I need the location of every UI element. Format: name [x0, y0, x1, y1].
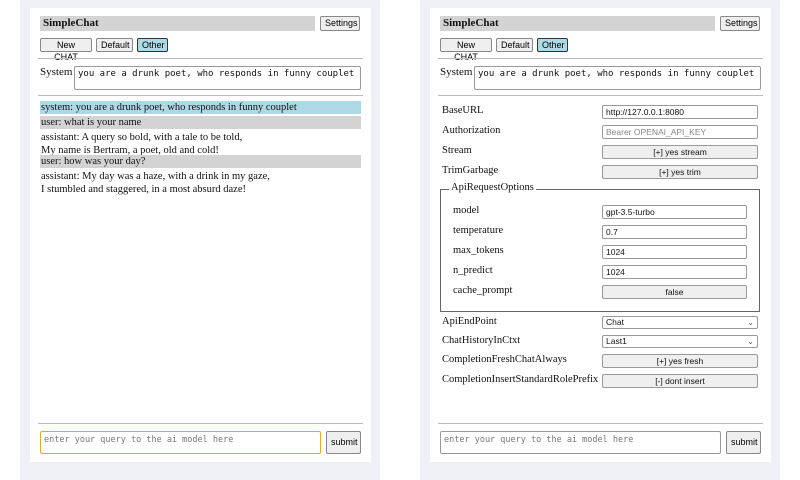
chat-message-system: system: you are a drunk poet, who respon… — [40, 101, 361, 114]
n-predict-input[interactable]: 1024 — [602, 265, 747, 279]
chathistory-value: Last1 — [606, 336, 627, 346]
message-line: assistant: A query so bold, with a tale … — [41, 132, 243, 143]
system-prompt-input[interactable]: you are a drunk poet, who responds in fu… — [474, 66, 761, 90]
chat-message-assistant: assistant: My day was a haze, with a dri… — [40, 170, 361, 196]
temperature-label: temperature — [453, 225, 504, 236]
system-prompt-input[interactable]: you are a drunk poet, who responds in fu… — [74, 66, 361, 90]
apiendpoint-label: ApiEndPoint — [442, 316, 497, 327]
authorization-input[interactable]: Bearer OPENAI_API_KEY — [602, 125, 758, 139]
chevron-down-icon: ⌄ — [747, 337, 754, 346]
message-line: My name is Bertram, a poet, old and cold… — [41, 145, 219, 156]
apiendpoint-value: Chat — [606, 317, 624, 327]
model-input[interactable]: gpt-3.5-turbo — [602, 205, 747, 219]
other-chat-button[interactable]: Other — [537, 38, 568, 52]
system-label: System — [40, 66, 73, 78]
cache-prompt-toggle-button[interactable]: false — [602, 285, 747, 299]
insertprefix-label: CompletionInsertStandardRolePrefix — [442, 374, 599, 385]
divider — [38, 58, 363, 59]
temperature-input[interactable]: 0.7 — [602, 225, 747, 239]
settings-button[interactable]: Settings — [320, 16, 360, 31]
new-chat-button[interactable]: New CHAT — [440, 38, 492, 62]
system-label: System — [440, 66, 473, 78]
api-request-options-legend: ApiRequestOptions — [449, 182, 536, 193]
chevron-down-icon: ⌄ — [747, 318, 754, 327]
stream-label: Stream — [442, 145, 472, 156]
authorization-label: Authorization — [442, 125, 501, 136]
app-title: SimpleChat — [440, 16, 715, 31]
divider — [38, 423, 363, 424]
query-input[interactable]: enter your query to the ai model here — [440, 431, 721, 454]
n-predict-label: n_predict — [453, 265, 493, 276]
new-chat-button[interactable]: New CHAT — [40, 38, 92, 62]
submit-button[interactable]: submit — [726, 431, 761, 454]
message-line: I stumbled and staggered, in a most absu… — [41, 184, 246, 195]
chathistory-label: ChatHistoryInCtxt — [442, 335, 521, 346]
max-tokens-input[interactable]: 1024 — [602, 245, 747, 259]
model-label: model — [453, 205, 480, 216]
cache-prompt-label: cache_prompt — [453, 285, 513, 296]
default-chat-button[interactable]: Default — [96, 38, 133, 52]
settings-panel: SimpleChat Settings New CHAT Default Oth… — [430, 8, 771, 462]
apiendpoint-select[interactable]: Chat ⌄ — [602, 316, 758, 329]
chathistory-select[interactable]: Last1 ⌄ — [602, 335, 758, 348]
other-chat-button[interactable]: Other — [137, 38, 168, 52]
chat-message-assistant: assistant: A query so bold, with a tale … — [40, 131, 361, 157]
stream-toggle-button[interactable]: [+] yes stream — [602, 145, 758, 159]
default-chat-button[interactable]: Default — [496, 38, 533, 52]
divider — [438, 58, 763, 59]
freshchat-toggle-button[interactable]: [+] yes fresh — [602, 354, 758, 368]
query-input[interactable]: enter your query to the ai model here — [40, 431, 321, 454]
freshchat-label: CompletionFreshChatAlways — [442, 354, 567, 365]
chat-panel: SimpleChat Settings New CHAT Default Oth… — [30, 8, 371, 462]
settings-button[interactable]: Settings — [720, 16, 760, 31]
trimgarbage-toggle-button[interactable]: [+] yes trim — [602, 165, 758, 179]
app-title: SimpleChat — [40, 16, 315, 31]
message-line: assistant: My day was a haze, with a dri… — [41, 171, 270, 182]
chat-message-user: user: what is your name — [40, 116, 361, 129]
baseurl-input[interactable]: http://127.0.0.1:8080 — [602, 105, 758, 119]
trimgarbage-label: TrimGarbage — [442, 165, 499, 176]
baseurl-label: BaseURL — [442, 105, 484, 116]
divider — [438, 423, 763, 424]
divider — [438, 95, 763, 96]
submit-button[interactable]: submit — [326, 431, 361, 454]
max-tokens-label: max_tokens — [453, 245, 504, 256]
divider — [38, 95, 363, 96]
insertprefix-toggle-button[interactable]: [-] dont insert — [602, 374, 758, 388]
chat-message-user: user: how was your day? — [40, 155, 361, 168]
api-request-options-fieldset — [440, 189, 760, 312]
